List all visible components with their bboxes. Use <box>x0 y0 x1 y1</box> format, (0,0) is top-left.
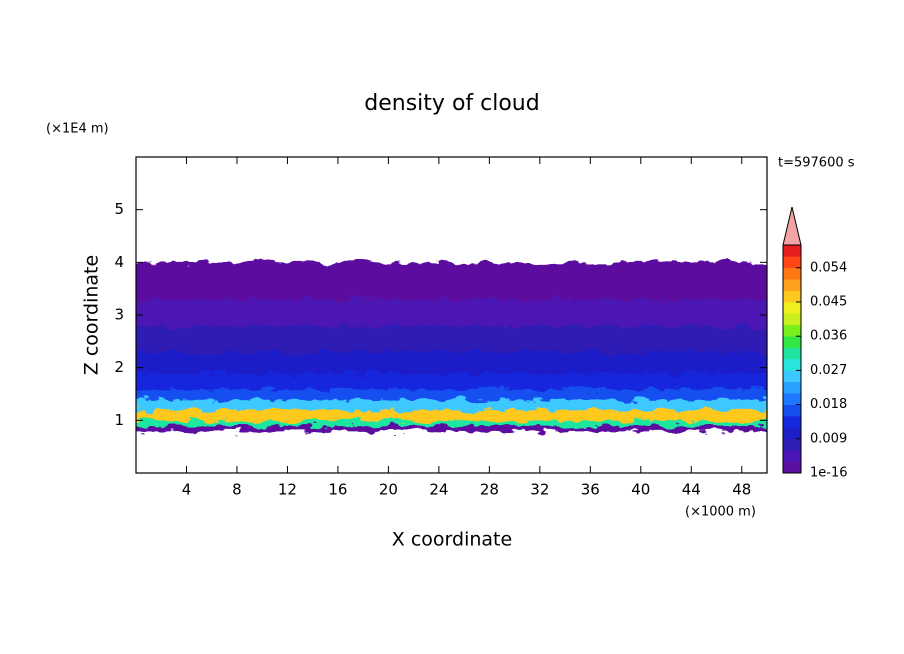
colorbar-swatch <box>783 290 801 303</box>
colorbar-tick-label: 0.027 <box>810 363 847 378</box>
x-tick-label: 16 <box>328 481 347 499</box>
colorbar-swatch <box>783 267 801 280</box>
x-tick-label: 12 <box>278 481 297 499</box>
y-tick-label: 2 <box>114 358 124 376</box>
contour-band <box>136 399 767 411</box>
x-tick-label: 32 <box>530 481 549 499</box>
contour-band <box>136 272 767 300</box>
x-tick-label: 44 <box>682 481 701 499</box>
y-tick-label: 5 <box>114 200 124 218</box>
x-axis-title: X coordinate <box>392 529 512 551</box>
chart-title: density of cloud <box>364 91 539 116</box>
x-unit: (×1000 m) <box>685 505 756 520</box>
colorbar-swatch <box>783 461 801 474</box>
contour-band <box>136 388 767 400</box>
y-tick-label: 3 <box>114 306 124 324</box>
colorbar-tick-label: 0.009 <box>810 431 847 446</box>
colorbar-extend <box>782 206 802 246</box>
contour-band <box>136 425 767 432</box>
colorbar-swatch <box>783 336 801 348</box>
x-tick-label: 28 <box>480 481 499 499</box>
colorbar-swatch <box>783 279 801 291</box>
colorbar-swatch <box>783 359 801 371</box>
colorbar-tick-label: 0.045 <box>810 295 847 310</box>
colorbar-swatch <box>783 370 801 383</box>
colorbar-swatch <box>783 302 801 314</box>
field <box>136 262 767 432</box>
x-tick-label: 4 <box>182 481 192 499</box>
colorbar-swatch <box>783 256 801 269</box>
colorbar-swatch <box>783 450 801 462</box>
x-tick-label: 36 <box>581 481 600 499</box>
colorbar-swatch <box>783 427 801 440</box>
x-tick-label: 20 <box>379 481 398 499</box>
colorbar-tick-label: 0.018 <box>810 397 847 412</box>
contour-band <box>136 299 767 327</box>
y-unit: (×1E4 m) <box>46 122 109 137</box>
contour-fill <box>136 262 767 432</box>
x-tick-label: 24 <box>429 481 448 499</box>
contour-band <box>136 351 767 374</box>
colorbar-swatch <box>783 404 801 417</box>
annotation: t=597600 s <box>778 156 855 171</box>
contour-band <box>136 420 767 427</box>
colorbar-swatch <box>783 381 801 394</box>
y-axis-title: Z coordinate <box>81 255 103 375</box>
colorbar-tick-label: 0.054 <box>810 260 847 275</box>
y-tick-label: 1 <box>114 411 124 429</box>
colorbar-swatch <box>783 347 801 360</box>
x-tick-label: 8 <box>232 481 242 499</box>
x-tick-label: 40 <box>631 481 650 499</box>
contour-band <box>136 409 767 421</box>
colorbar-swatch <box>783 416 801 428</box>
colorbar-swatch <box>783 245 801 257</box>
contour-band <box>136 372 767 390</box>
y-tick-label: 4 <box>114 253 124 271</box>
colorbar-swatch <box>783 324 801 337</box>
colorbar-tick-label: 0.036 <box>810 329 847 344</box>
contour-band <box>136 325 767 353</box>
x-tick-label: 48 <box>732 481 751 499</box>
contour-band <box>136 262 767 274</box>
colorbar-tick-label: 1e-16 <box>810 466 848 481</box>
colorbar-swatch <box>783 313 801 326</box>
colorbar-swatch <box>783 393 801 405</box>
colorbar-swatch <box>783 438 801 451</box>
